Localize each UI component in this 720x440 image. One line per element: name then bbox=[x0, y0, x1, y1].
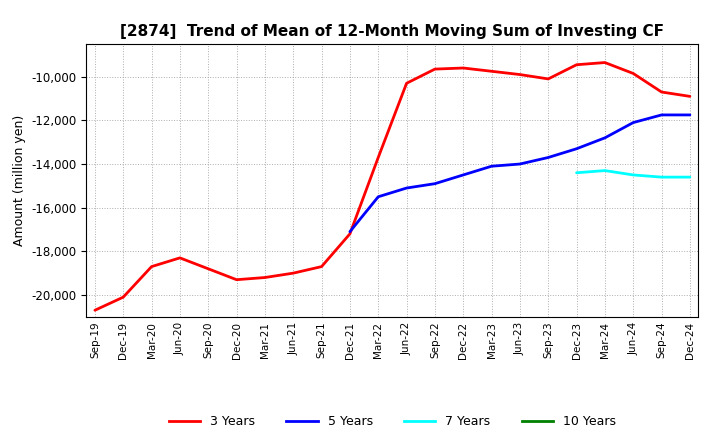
3 Years bbox=[176, 255, 184, 260]
3 Years bbox=[261, 275, 269, 280]
3 Years bbox=[289, 271, 297, 276]
3 Years bbox=[91, 308, 99, 313]
3 Years bbox=[148, 264, 156, 269]
3 Years bbox=[572, 62, 581, 67]
3 Years bbox=[346, 231, 354, 237]
5 Years bbox=[629, 120, 637, 125]
3 Years bbox=[318, 264, 326, 269]
7 Years bbox=[600, 168, 609, 173]
3 Years bbox=[431, 66, 439, 72]
5 Years bbox=[685, 112, 694, 117]
7 Years bbox=[572, 170, 581, 176]
5 Years bbox=[402, 185, 411, 191]
5 Years bbox=[544, 155, 552, 160]
5 Years bbox=[431, 181, 439, 186]
3 Years bbox=[600, 60, 609, 65]
5 Years bbox=[516, 161, 524, 167]
5 Years bbox=[374, 194, 382, 199]
3 Years bbox=[402, 81, 411, 86]
3 Years bbox=[629, 71, 637, 76]
3 Years bbox=[487, 69, 496, 74]
3 Years bbox=[233, 277, 241, 282]
5 Years bbox=[572, 146, 581, 151]
7 Years bbox=[685, 175, 694, 180]
3 Years bbox=[657, 89, 666, 95]
Legend: 3 Years, 5 Years, 7 Years, 10 Years: 3 Years, 5 Years, 7 Years, 10 Years bbox=[164, 411, 621, 433]
5 Years bbox=[487, 164, 496, 169]
3 Years bbox=[374, 155, 382, 160]
Title: [2874]  Trend of Mean of 12-Month Moving Sum of Investing CF: [2874] Trend of Mean of 12-Month Moving … bbox=[120, 24, 665, 39]
3 Years bbox=[544, 76, 552, 81]
7 Years bbox=[629, 172, 637, 178]
5 Years bbox=[459, 172, 467, 178]
5 Years bbox=[657, 112, 666, 117]
Line: 5 Years: 5 Years bbox=[350, 115, 690, 232]
3 Years bbox=[204, 266, 212, 271]
7 Years bbox=[657, 175, 666, 180]
Line: 7 Years: 7 Years bbox=[577, 171, 690, 177]
3 Years bbox=[459, 66, 467, 71]
5 Years bbox=[346, 229, 354, 235]
Y-axis label: Amount (million yen): Amount (million yen) bbox=[13, 115, 26, 246]
3 Years bbox=[516, 72, 524, 77]
3 Years bbox=[119, 294, 127, 300]
3 Years bbox=[685, 94, 694, 99]
Line: 3 Years: 3 Years bbox=[95, 62, 690, 310]
5 Years bbox=[600, 135, 609, 140]
